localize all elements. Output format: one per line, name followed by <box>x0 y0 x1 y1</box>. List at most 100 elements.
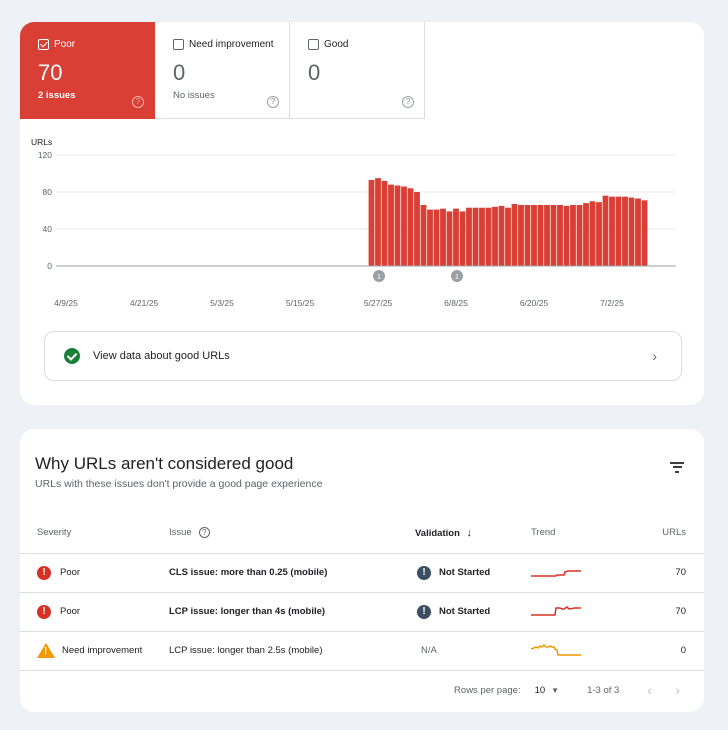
info-icon: ! <box>417 604 431 619</box>
bar <box>427 209 433 266</box>
bar <box>414 192 420 266</box>
bar <box>401 186 407 266</box>
good-urls-label: View data about good URLs <box>93 350 230 362</box>
bar <box>537 204 544 266</box>
bar <box>615 196 622 266</box>
issue-text: LCP issue: longer than 2.5s (mobile) <box>169 631 415 671</box>
help-icon[interactable]: ? <box>198 527 210 539</box>
bar <box>628 197 635 266</box>
tile-good[interactable]: Good 0 ? <box>290 22 425 119</box>
bar <box>492 206 498 266</box>
bar <box>479 207 485 266</box>
bar <box>381 180 388 266</box>
check-circle-icon <box>64 348 80 364</box>
y-tick-label: 0 <box>47 261 52 271</box>
x-tick-label: 5/15/25 <box>286 298 315 308</box>
tile-need-improvement[interactable]: Need improvement 0 No issues ? <box>155 22 290 119</box>
bar <box>485 207 492 266</box>
bar <box>394 185 401 266</box>
status-tiles: Poor 70 2 issues ? Need improvement 0 No… <box>20 22 425 119</box>
checkbox-icon[interactable] <box>308 39 319 50</box>
bar <box>511 204 518 266</box>
bar <box>576 204 583 266</box>
col-severity[interactable]: Severity <box>20 513 169 554</box>
annotation-marker[interactable]: 1 <box>451 270 463 282</box>
bar <box>375 178 381 266</box>
validation-text: Not Started <box>439 567 491 578</box>
help-icon[interactable]: ? <box>267 96 279 108</box>
bar <box>550 204 557 266</box>
severity-text: Poor <box>60 606 81 617</box>
view-good-urls-button[interactable]: View data about good URLs › <box>44 331 682 381</box>
bar <box>635 198 641 266</box>
trend-sparkline <box>531 606 581 616</box>
col-validation[interactable]: Validation ↓ <box>415 513 531 554</box>
bar <box>440 208 446 266</box>
bar <box>433 209 440 266</box>
bar <box>596 202 602 266</box>
section-subtitle: URLs with these issues don't provide a g… <box>35 478 323 490</box>
bar <box>498 205 505 266</box>
tile-poor[interactable]: Poor 70 2 issues ? <box>20 22 155 119</box>
bar <box>407 188 414 266</box>
urls-bar-chart: URLs 120 80 40 0 4/9/25 4/21/25 5/3/25 5/15/25 5/… <box>31 137 676 308</box>
page-range: 1-3 of 3 <box>587 684 620 696</box>
urls-count: 0 <box>641 631 704 671</box>
arrow-down-icon: ↓ <box>466 526 473 539</box>
table-row[interactable]: ! Poor CLS issue: more than 0.25 (mobile)… <box>20 553 704 593</box>
help-icon[interactable]: ? <box>402 96 414 108</box>
col-issue[interactable]: Issue? <box>169 513 415 554</box>
bar <box>622 196 628 266</box>
table-row[interactable]: ! Poor LCP issue: longer than 4s (mobile)… <box>20 592 704 632</box>
annotation-label: 1 <box>455 272 459 281</box>
next-page-button[interactable]: › <box>675 682 680 698</box>
dropdown-arrow-icon[interactable]: ▼ <box>551 685 560 695</box>
annotation-circle <box>451 270 463 282</box>
validation-text: Not Started <box>439 606 491 617</box>
annotation-marker[interactable]: 1 <box>373 270 385 282</box>
col-urls[interactable]: URLs <box>641 513 704 554</box>
help-icon[interactable]: ? <box>132 96 144 108</box>
y-tick-label: 40 <box>43 224 53 234</box>
x-tick-label: 5/27/25 <box>364 298 393 308</box>
filter-icon[interactable] <box>670 462 684 474</box>
bar <box>505 207 511 266</box>
tile-sub: No issues <box>173 90 215 101</box>
bar <box>388 184 394 266</box>
tile-label: Need improvement <box>189 39 274 50</box>
validation-text: N/A <box>421 645 437 656</box>
checkbox-icon[interactable] <box>38 39 49 50</box>
urls-count: 70 <box>641 553 704 593</box>
summary-card: Poor 70 2 issues ? Need improvement 0 No… <box>20 22 704 405</box>
x-tick-label: 7/2/25 <box>600 298 624 308</box>
bar <box>570 204 576 266</box>
x-tick-label: 4/9/25 <box>54 298 78 308</box>
bar <box>641 200 648 266</box>
severity-text: Need improvement <box>62 645 143 656</box>
section-title: Why URLs aren't considered good <box>35 454 294 473</box>
x-tick-label: 4/21/25 <box>130 298 159 308</box>
prev-page-button[interactable]: ‹ <box>647 682 652 698</box>
bar <box>446 211 453 266</box>
y-axis-label: URLs <box>31 137 52 147</box>
bar <box>524 204 531 266</box>
checkbox-icon[interactable] <box>173 39 184 50</box>
bar <box>466 207 472 266</box>
bar <box>609 196 615 266</box>
severity-text: Poor <box>60 567 81 578</box>
x-tick-label: 5/3/25 <box>210 298 234 308</box>
bar <box>368 179 375 266</box>
annotation-label: 1 <box>377 272 381 281</box>
x-tick-label: 6/20/25 <box>520 298 549 308</box>
bar <box>557 204 563 266</box>
x-tick-label: 6/8/25 <box>444 298 468 308</box>
col-trend[interactable]: Trend <box>531 513 641 554</box>
issue-text: LCP issue: longer than 4s (mobile) <box>169 592 415 632</box>
issue-text: CLS issue: more than 0.25 (mobile) <box>169 553 415 593</box>
table-row[interactable]: ! Need improvement LCP issue: longer than… <box>20 631 704 671</box>
tile-value: 70 <box>38 60 63 85</box>
info-icon: ! <box>417 565 431 580</box>
error-icon: ! <box>37 565 51 580</box>
chevron-right-icon: › <box>652 348 657 364</box>
rows-per-page-select[interactable]: 10 <box>534 684 546 696</box>
